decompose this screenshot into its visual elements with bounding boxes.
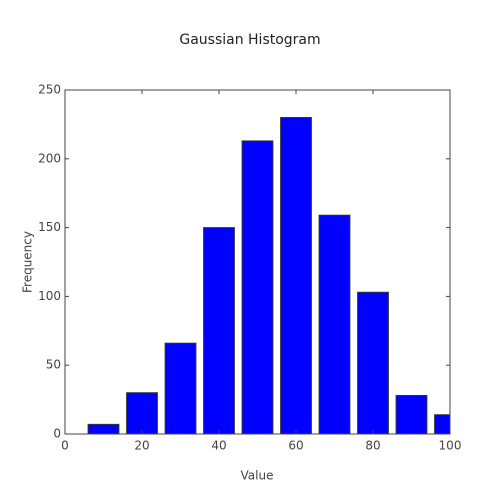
bar [203,227,235,434]
x-axis-label: Value [241,469,274,483]
y-axis-label: Frequency [21,231,35,293]
y-tick-label: 0 [53,427,61,441]
x-tick-label: 60 [288,439,303,453]
bar [164,342,197,434]
bars [87,117,450,434]
y-tick-label: 150 [38,220,61,234]
chart-title: Gaussian Histogram [179,32,320,48]
y-tick-label: 50 [46,358,61,372]
bar [126,392,158,434]
bar [395,394,428,434]
x-tick-label: 40 [211,439,226,453]
y-tick-label: 250 [38,83,61,97]
x-tick-label: 0 [61,439,69,453]
plot-frame [64,89,451,435]
bar [434,414,450,434]
bar [318,214,351,434]
bar [357,291,389,434]
y-tick-label: 100 [38,289,61,303]
x-tick-label: 20 [134,439,149,453]
bar [241,140,274,434]
bar [280,117,312,434]
x-tick-label: 80 [365,439,380,453]
y-tick-label: 200 [38,151,61,165]
x-tick-label: 100 [439,439,462,453]
bar [87,423,120,434]
